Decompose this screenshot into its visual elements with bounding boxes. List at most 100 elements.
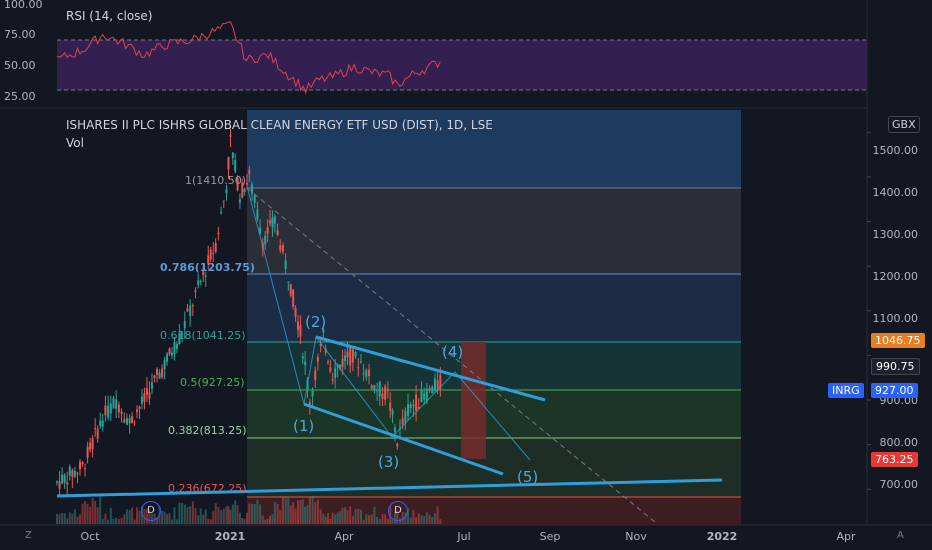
candle-body	[194, 290, 197, 292]
volume-bar	[331, 512, 334, 524]
fib-zone-1	[247, 188, 741, 274]
wave-label-5: (5)	[517, 468, 539, 486]
candle-body	[161, 368, 164, 378]
volume-bar	[420, 515, 423, 524]
diagonal-dashed-trendline	[246, 187, 656, 523]
candle-body	[420, 389, 423, 402]
volume-bar	[370, 514, 373, 524]
rsi-line	[56, 21, 441, 95]
volume-bar	[334, 514, 337, 524]
candle-body	[71, 470, 74, 478]
volume-bar	[376, 516, 379, 524]
drawings[interactable]	[56, 187, 723, 523]
candle-body	[58, 480, 61, 489]
volume-bar	[112, 518, 115, 524]
candle-body	[284, 260, 287, 270]
candle-body	[404, 410, 407, 423]
currency-button[interactable]: GBX	[888, 116, 920, 133]
candle-body	[234, 159, 237, 172]
zoom-toggle-left[interactable]: Z	[25, 530, 32, 541]
candle-body	[381, 393, 384, 399]
candle-body	[145, 388, 148, 395]
volume-bar	[76, 516, 79, 524]
price-label-800: 800.00	[879, 436, 919, 449]
price-label-1500: 1500.00	[872, 144, 919, 157]
candle-body	[341, 358, 344, 367]
candle-body	[253, 195, 256, 203]
volume-bar	[368, 515, 371, 524]
volume-bar	[161, 510, 164, 524]
candle-body	[136, 409, 139, 413]
volume-bar	[409, 517, 412, 524]
candle-body	[384, 386, 387, 400]
candle-body	[324, 348, 327, 353]
volume-bar	[238, 512, 241, 524]
candle-body	[412, 404, 415, 407]
volume-bar	[289, 505, 292, 524]
candle-body	[243, 188, 246, 193]
wave-label-2: (2)	[305, 313, 327, 331]
volume-bar	[58, 514, 61, 524]
candle-body	[117, 404, 120, 413]
fib-zone-2	[247, 274, 741, 342]
candle-body	[94, 427, 97, 429]
fib-label-1: 1(1410.50)	[185, 174, 247, 187]
candle-body	[308, 402, 311, 405]
fib-label-618: 0.618(1041.25)	[160, 329, 246, 342]
candle-body	[236, 177, 239, 191]
candle-body	[281, 245, 284, 252]
volume-bar	[133, 519, 136, 524]
price-tag-990: 990.75	[871, 358, 920, 375]
candle-body	[168, 348, 171, 355]
dividend-marker-1[interactable]: D	[141, 501, 161, 521]
volume-bar	[178, 502, 181, 524]
dividend-marker-2[interactable]: D	[388, 501, 408, 521]
candle-body	[214, 243, 217, 252]
volume-bar	[308, 496, 311, 524]
candle-body	[292, 289, 295, 307]
volume-bar	[166, 514, 169, 524]
candle-body	[63, 474, 66, 483]
volume-bar	[173, 507, 176, 524]
volume-bar	[378, 519, 381, 524]
candle-body	[138, 406, 141, 409]
x-label-nov: Nov	[625, 530, 647, 543]
candle-body	[269, 220, 272, 224]
x-label-sep: Sep	[539, 530, 561, 543]
candle-body	[301, 356, 304, 359]
volume-bar	[273, 501, 276, 524]
candle-body	[314, 370, 317, 381]
volume-bar	[336, 512, 339, 524]
candle-body	[222, 200, 225, 202]
volume-bar	[61, 513, 64, 524]
rsi-axis-75: 75.00	[4, 28, 36, 41]
candle-body	[396, 443, 399, 447]
volume-bar	[322, 513, 325, 524]
wave-label-4: (4)	[442, 343, 464, 361]
candle-body	[212, 252, 215, 254]
volume-bar	[354, 508, 357, 524]
candle-body	[143, 393, 146, 402]
candle-body	[123, 419, 126, 423]
candle-body	[99, 420, 102, 426]
volume-bar	[357, 508, 360, 524]
candle-body	[153, 375, 156, 379]
candle-body	[148, 392, 151, 399]
auto-scale-toggle[interactable]: A	[897, 530, 904, 541]
candle-body	[362, 373, 365, 375]
price-tag-1046: 1046.75	[871, 333, 925, 348]
candle-body	[173, 342, 176, 355]
volume-bar	[181, 503, 184, 524]
volume-bar	[136, 507, 139, 524]
rsi-title: RSI (14, close)	[66, 9, 153, 23]
volume-bar	[91, 497, 94, 524]
fib-zone-6	[247, 497, 741, 525]
candle-body	[131, 416, 134, 423]
candle-body	[89, 442, 92, 450]
candle-body	[166, 353, 169, 362]
candle-body	[112, 397, 115, 409]
candle-body	[231, 152, 234, 159]
candle-body	[436, 380, 439, 389]
volume-bar	[349, 506, 352, 524]
